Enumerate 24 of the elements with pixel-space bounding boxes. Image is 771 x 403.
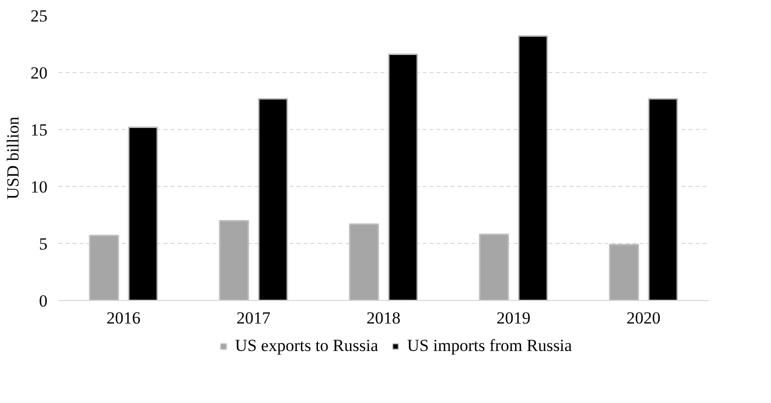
bar bbox=[88, 234, 120, 300]
y-tick-label: 10 bbox=[30, 178, 48, 196]
bar bbox=[608, 244, 640, 300]
x-tick-label: 2016 bbox=[106, 308, 140, 328]
x-tick-label: 2019 bbox=[496, 308, 530, 328]
y-axis-title: USD billion bbox=[4, 116, 22, 200]
y-tick-label: 0 bbox=[39, 292, 48, 310]
bar bbox=[218, 220, 250, 300]
bar bbox=[478, 234, 510, 300]
bar bbox=[518, 35, 548, 300]
legend-label: US imports from Russia bbox=[407, 336, 572, 356]
legend-label: US exports to Russia bbox=[235, 336, 378, 356]
x-tick-label: 2017 bbox=[236, 308, 271, 328]
x-tick-label: 2018 bbox=[366, 308, 400, 328]
bar bbox=[348, 223, 380, 300]
y-tick-label: 20 bbox=[30, 64, 48, 82]
x-tick-label: 2020 bbox=[626, 308, 660, 328]
y-tick-label: 5 bbox=[39, 234, 48, 254]
bar bbox=[128, 126, 158, 300]
y-tick-label: 15 bbox=[30, 120, 48, 140]
bar bbox=[648, 98, 678, 300]
bar bbox=[258, 98, 288, 300]
y-tick-label: 25 bbox=[30, 6, 48, 26]
bar bbox=[388, 54, 418, 300]
